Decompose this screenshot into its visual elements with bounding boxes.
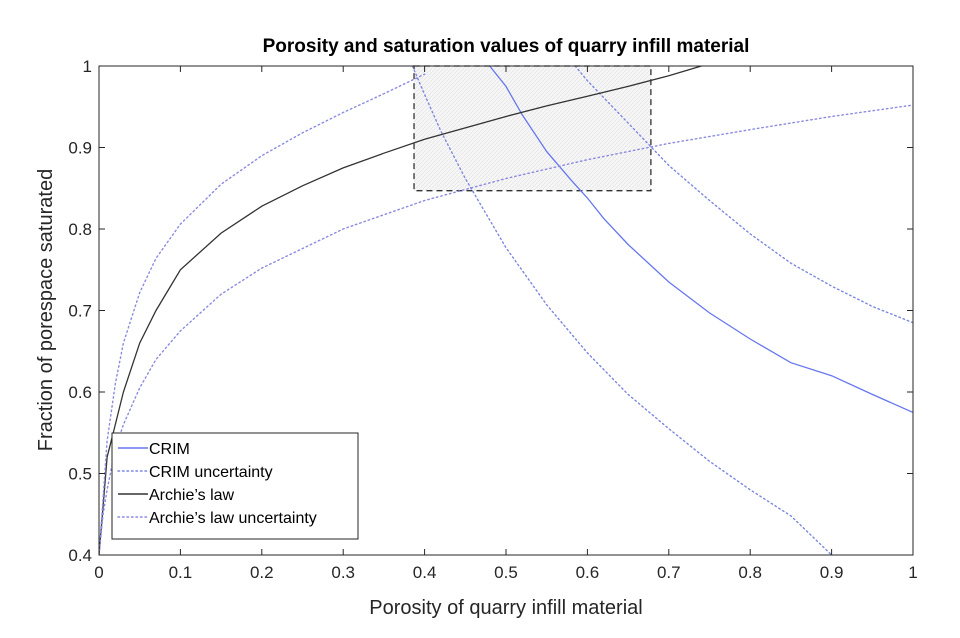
y-tick-label-2: 0.6	[68, 383, 92, 402]
series-line-2	[574, 66, 913, 324]
series-line-3	[99, 66, 702, 555]
x-tick-label-7: 0.7	[657, 563, 681, 582]
y-axis-label: Fraction of porespace saturated	[35, 169, 57, 451]
y-tick-label-0: 0.4	[68, 546, 92, 565]
series-line-0	[489, 66, 913, 413]
series-line-4	[99, 73, 426, 555]
x-axis-label: Porosity of quarry infill material	[369, 597, 642, 619]
axis-ticks: 0 0.1 0.2 0.3 0.4 0.5 0.6 0.7 0.8 0.9 1 0.4 0.5 0.6 0.…	[68, 57, 917, 582]
legend-label-0: CRIM	[149, 441, 190, 458]
x-tick-label-10: 1	[908, 563, 917, 582]
x-tick-label-9: 0.9	[820, 563, 844, 582]
uncertainty-box	[413, 65, 652, 192]
legend-label-3: Archie’s law uncertainty	[149, 510, 317, 527]
y-tick-label-6: 1	[83, 57, 92, 76]
x-tick-label-5: 0.5	[494, 563, 518, 582]
x-tick-label-4: 0.4	[413, 563, 437, 582]
legend-label-2: Archie’s law	[149, 487, 235, 504]
x-tick-label-3: 0.3	[331, 563, 355, 582]
y-tick-label-4: 0.8	[68, 220, 92, 239]
chart-title: Porosity and saturation values of quarry…	[263, 36, 750, 57]
y-tick-label-3: 0.7	[68, 302, 92, 321]
x-tick-label-8: 0.8	[738, 563, 762, 582]
x-tick-label-0: 0	[94, 563, 103, 582]
legend-label-1: CRIM uncertainty	[149, 464, 273, 481]
y-tick-label-1: 0.5	[68, 465, 92, 484]
x-tick-label-2: 0.2	[250, 563, 274, 582]
series-line-1	[411, 66, 833, 555]
legend-box	[111, 432, 359, 540]
y-tick-label-5: 0.9	[68, 139, 92, 158]
x-tick-label-6: 0.6	[576, 563, 600, 582]
x-tick-label-1: 0.1	[169, 563, 193, 582]
legend: CRIM CRIM uncertainty Archie’s law Archie’s…	[111, 432, 359, 540]
